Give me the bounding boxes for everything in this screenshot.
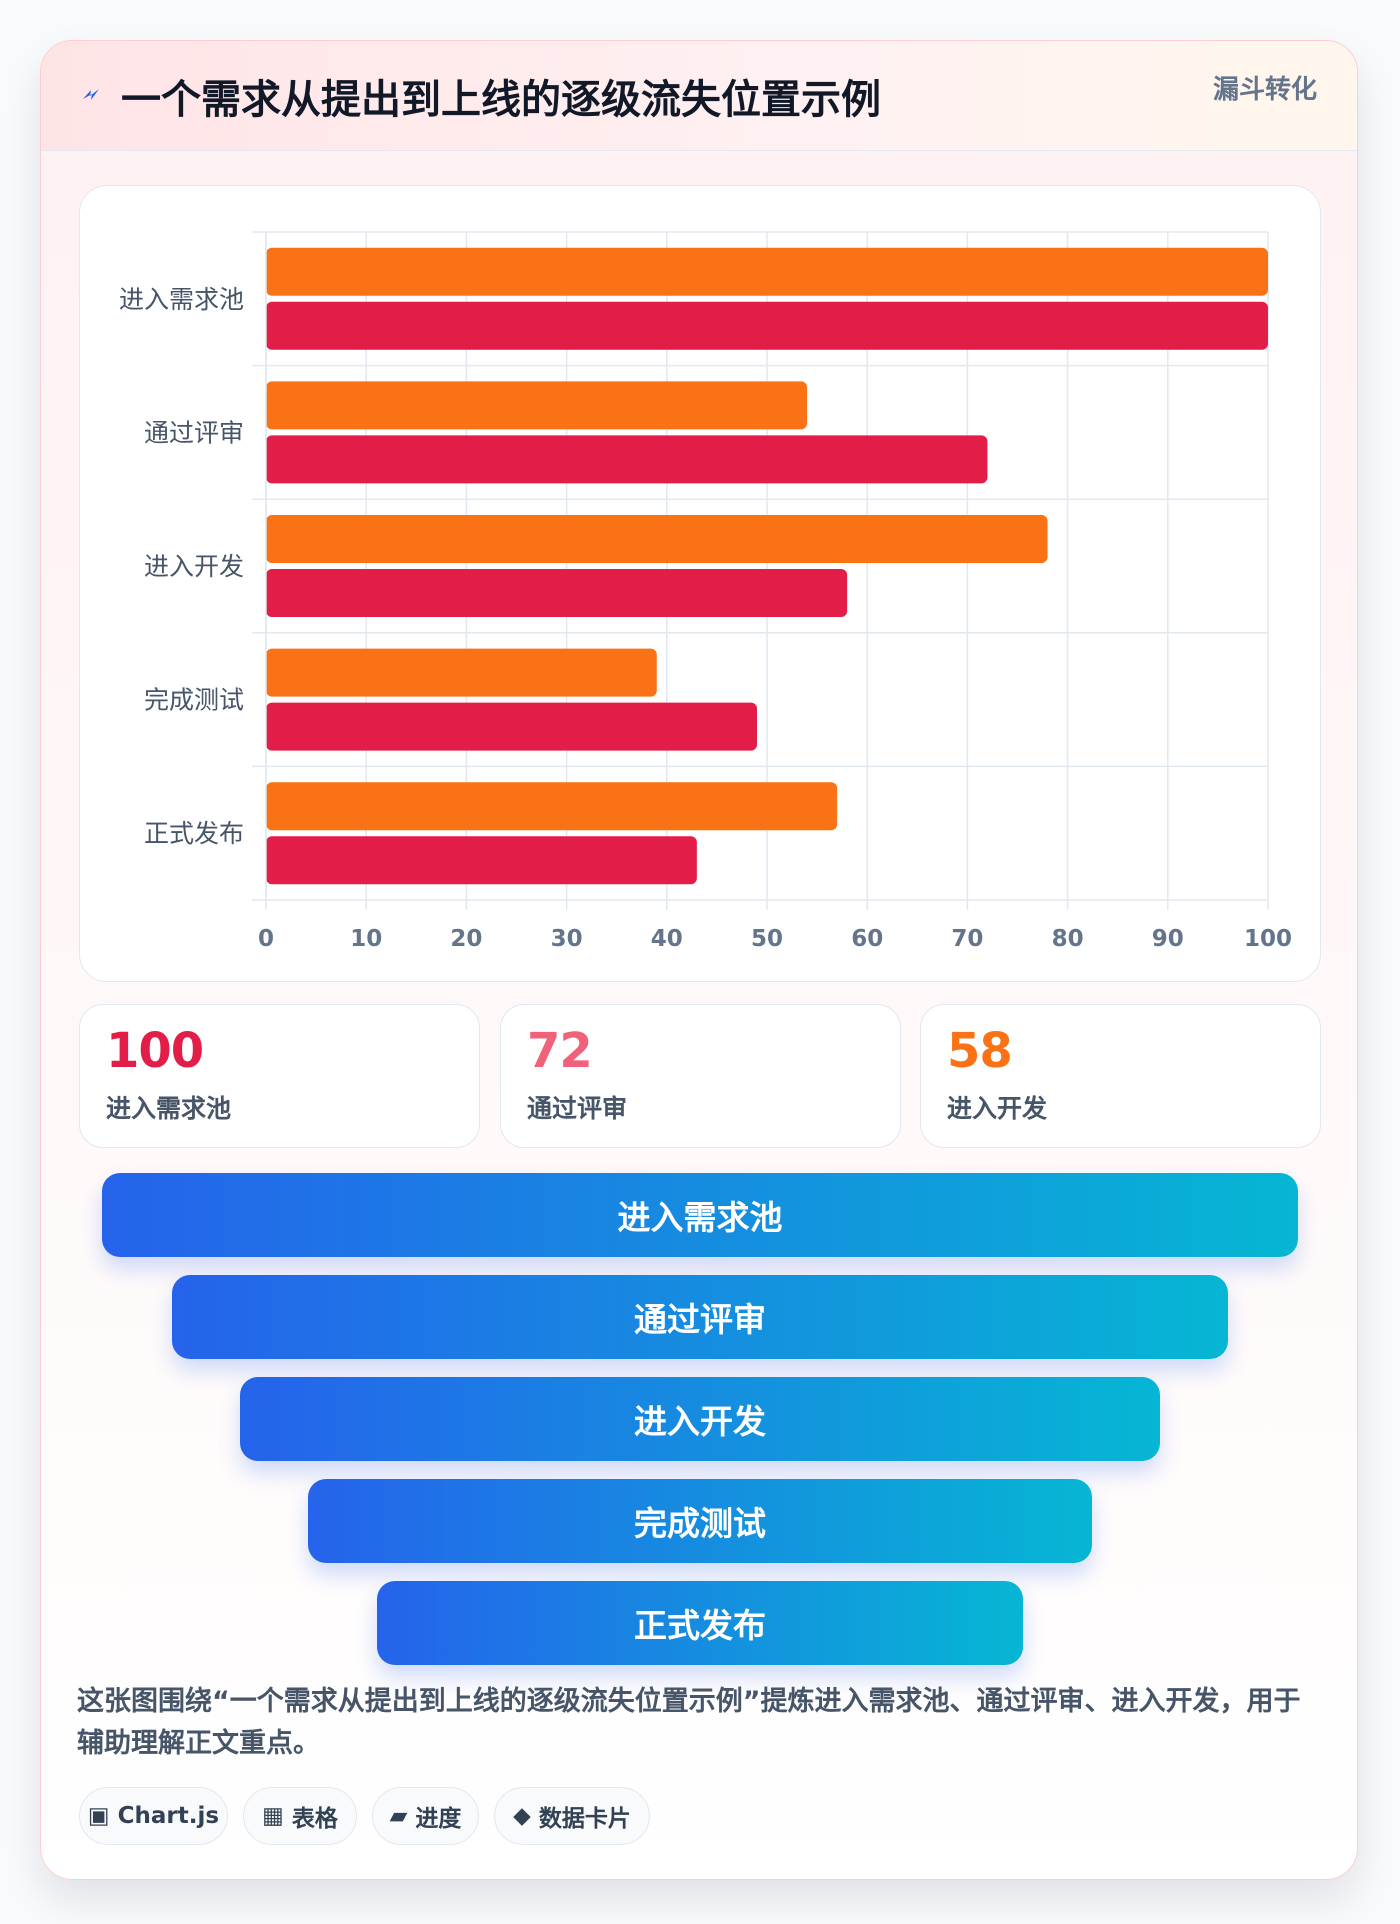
category-label: 通过评审	[144, 418, 244, 447]
tag-label: 数据卡片	[538, 1806, 631, 1832]
chart-card: 一个需求从提出到上线的逐级流失位置示例 漏斗转化 0 10 20 30 40 50 60 70…	[40, 40, 1358, 1880]
stat-label: 进入开发	[947, 1094, 1048, 1123]
tag-data-card[interactable]: ◆ 数据卡片	[494, 1787, 650, 1845]
chart-type-badge: 漏斗转化	[1212, 75, 1317, 105]
bar	[266, 782, 838, 831]
x-tick-label: 60	[851, 926, 883, 952]
x-tick-label: 90	[1152, 926, 1184, 952]
chart-description: 这张图围绕“一个需求从提出到上线的逐级流失位置示例”提炼进入需求池、通过评审、进…	[77, 1686, 1301, 1759]
tag-chartjs[interactable]: ▣ Chart.js	[79, 1787, 228, 1845]
x-tick-label: 100	[1244, 926, 1292, 952]
x-tick-label: 0	[258, 926, 274, 952]
x-tick-label: 40	[651, 926, 683, 952]
tag-progress[interactable]: ▰ 进度	[372, 1787, 479, 1845]
bar	[266, 247, 1268, 296]
stat-label: 进入需求池	[106, 1094, 232, 1123]
tag-icon: ▣	[87, 1803, 110, 1829]
tag-label: Chart.js	[117, 1803, 220, 1829]
category-label: 正式发布	[144, 819, 244, 848]
funnel-step: 完成测试	[308, 1479, 1092, 1563]
stat-label: 通过评审	[527, 1094, 628, 1123]
bar	[266, 836, 697, 885]
bar	[266, 301, 1268, 350]
tag-icon: ◆	[513, 1803, 531, 1829]
category-label: 进入需求池	[119, 285, 244, 314]
bar-chart-panel: 0 10 20 30 40 50 60 70 80 90 100 进入需求池通过评审进入开发完成测试正…	[79, 185, 1321, 982]
stat-card: 72 通过评审	[500, 1004, 901, 1148]
x-tick-label: 50	[751, 926, 783, 952]
funnel-step: 通过评审	[172, 1275, 1228, 1359]
bar-chart: 0 10 20 30 40 50 60 70 80 90 100 进入需求池通过评审进入开发完成测试正…	[119, 231, 1292, 952]
stat-cards: 100 进入需求池 72 通过评审 58 进入开发	[79, 1004, 1321, 1148]
category-label: 完成测试	[144, 686, 244, 715]
card-header: 一个需求从提出到上线的逐级流失位置示例 漏斗转化	[41, 41, 1357, 151]
bar	[266, 515, 1048, 563]
stat-value: 100	[106, 1023, 204, 1079]
x-tick-label: 10	[350, 926, 382, 952]
tag-label: 进度	[415, 1806, 462, 1832]
tag-table[interactable]: ▦ 表格	[243, 1787, 357, 1845]
x-tick-label: 20	[450, 926, 482, 952]
x-tick-label: 70	[951, 926, 983, 952]
tag-icon: ▦	[262, 1803, 284, 1829]
funnel-diagram: 进入需求池 通过评审 进入开发 完成测试 正式发布	[41, 1173, 1357, 1673]
tag-label: 表格	[291, 1806, 338, 1832]
bar	[266, 435, 988, 484]
stat-card: 58 进入开发	[920, 1004, 1321, 1148]
lightning-icon	[83, 89, 99, 100]
bar	[266, 702, 757, 751]
funnel-step: 进入开发	[240, 1377, 1160, 1461]
bar	[266, 569, 848, 617]
stat-value: 72	[527, 1023, 593, 1079]
category-label: 进入开发	[144, 552, 244, 581]
bar	[266, 648, 657, 697]
x-tick-label: 30	[551, 926, 583, 952]
funnel-step: 进入需求池	[102, 1173, 1298, 1257]
bar	[266, 381, 808, 430]
stat-value: 58	[947, 1023, 1013, 1079]
page-title: 一个需求从提出到上线的逐级流失位置示例	[121, 77, 881, 123]
funnel-step: 正式发布	[377, 1581, 1023, 1665]
tag-icon: ▰	[389, 1803, 408, 1829]
stat-card: 100 进入需求池	[79, 1004, 480, 1148]
x-tick-label: 80	[1052, 926, 1084, 952]
